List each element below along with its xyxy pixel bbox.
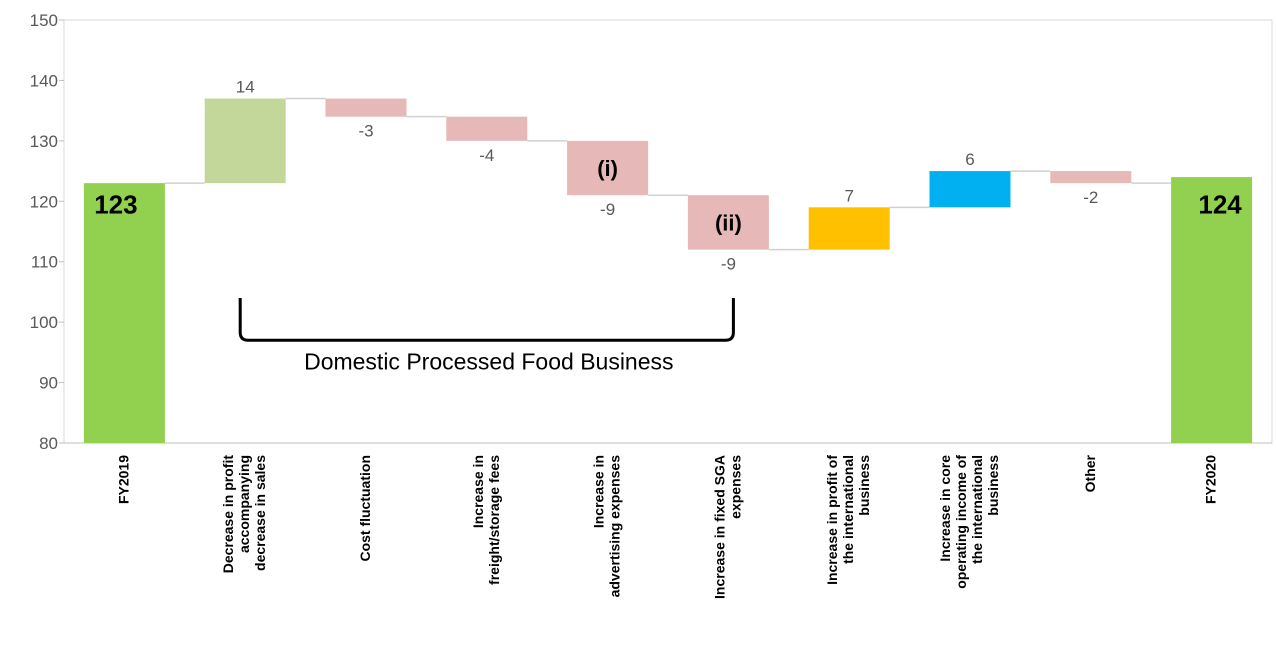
y-tick-label: 140: [30, 71, 58, 90]
value-label-3: -4: [479, 146, 494, 165]
x-tick-label-0: FY2019: [115, 455, 131, 504]
x-tick-label-8: Other: [1082, 454, 1098, 492]
bar-9: [1171, 177, 1253, 443]
x-tick-label-7: Increase in coreoperating income ofthe i…: [937, 455, 1001, 589]
bar-8: [1050, 171, 1132, 184]
value-label-5: -9: [721, 255, 736, 274]
y-tick-label: 110: [31, 253, 58, 272]
x-tick-label-2: Cost fluctuation: [357, 455, 373, 562]
value-label-1: 14: [236, 78, 255, 97]
annotation-layer: Domestic Processed Food Business: [238, 297, 735, 374]
bar-layer: [83, 98, 1253, 443]
y-tick-label: 150: [30, 11, 58, 30]
y-tick-label: 90: [39, 374, 58, 393]
x-axis-tick-labels: FY2019 Decrease in profitaccompanyingdecr…: [115, 454, 1218, 598]
label-layer: 123 14 -3 -4 -9 (i) -9 (ii) 7 6 -2 124: [94, 78, 1242, 274]
bar-6: [808, 207, 890, 250]
axis-layer: 80 90 100 110 120 130 140 150: [30, 11, 1273, 453]
marker-label-4: (i): [597, 156, 618, 181]
marker-label-5: (ii): [715, 210, 742, 235]
y-tick-label: 80: [39, 434, 58, 453]
total-label-0: 123: [94, 189, 137, 219]
x-tick-label-3: Increase infreight/storage fees: [470, 455, 502, 585]
value-label-6: 7: [844, 186, 853, 205]
bar-5: [687, 195, 769, 250]
bar-7: [929, 171, 1011, 208]
value-label-8: -2: [1083, 188, 1098, 207]
total-label-9: 124: [1198, 189, 1242, 219]
value-label-4: -9: [600, 200, 615, 219]
x-tick-label-1: Decrease in profitaccompanyingdecrease i…: [220, 455, 268, 574]
value-label-2: -3: [358, 122, 373, 141]
y-tick-label: 100: [30, 313, 58, 332]
y-tick-label: 130: [30, 132, 58, 151]
y-tick-label: 120: [30, 192, 58, 211]
domestic-bracket: [238, 297, 735, 342]
bar-1: [204, 98, 286, 184]
connector-layer: [164, 97, 1172, 251]
bar-3: [446, 116, 528, 141]
x-tick-label-4: Increase inadvertising expenses: [591, 455, 623, 598]
x-tick-label-5: Increase in fixed SGAexpenses: [711, 455, 743, 599]
domestic-bracket-label: Domestic Processed Food Business: [304, 348, 673, 374]
value-label-7: 6: [965, 150, 974, 169]
bar-4: [567, 140, 649, 196]
x-tick-label-6: Increase in profit ofthe internationalbu…: [824, 455, 872, 585]
bar-2: [325, 98, 407, 117]
bar-0: [83, 183, 165, 443]
x-tick-label-9: FY2020: [1203, 455, 1219, 504]
